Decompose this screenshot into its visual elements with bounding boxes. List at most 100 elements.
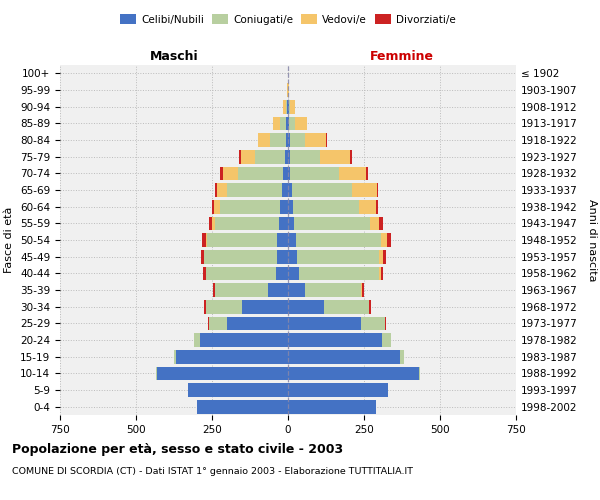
Bar	[339, 166, 367, 180]
Bar	[215, 183, 217, 197]
Bar	[288, 233, 296, 247]
Bar	[288, 333, 382, 347]
Bar	[242, 300, 288, 314]
Bar	[208, 316, 209, 330]
Bar	[290, 166, 339, 180]
Bar	[239, 150, 241, 164]
Bar	[201, 250, 204, 264]
Bar	[305, 283, 361, 297]
Bar	[293, 200, 359, 213]
Bar	[419, 366, 420, 380]
Bar	[206, 266, 276, 280]
Bar	[296, 233, 381, 247]
Bar	[288, 300, 325, 314]
Bar	[288, 116, 289, 130]
Bar	[288, 250, 297, 264]
Bar	[227, 183, 282, 197]
Bar	[320, 150, 350, 164]
Bar	[209, 316, 227, 330]
Bar	[212, 200, 214, 213]
Bar	[286, 116, 288, 130]
Bar	[279, 216, 288, 230]
Bar	[268, 283, 288, 297]
Bar	[254, 150, 285, 164]
Bar	[238, 166, 283, 180]
Bar	[215, 216, 279, 230]
Bar	[294, 216, 370, 230]
Bar	[288, 350, 400, 364]
Bar	[220, 166, 223, 180]
Bar	[288, 216, 294, 230]
Bar	[203, 266, 206, 280]
Bar	[381, 266, 383, 280]
Text: Maschi: Maschi	[149, 50, 199, 62]
Bar	[361, 283, 362, 297]
Bar	[361, 316, 385, 330]
Bar	[325, 300, 368, 314]
Bar	[276, 266, 288, 280]
Bar	[367, 166, 368, 180]
Bar	[208, 233, 277, 247]
Bar	[286, 133, 288, 147]
Bar	[288, 316, 361, 330]
Bar	[288, 183, 292, 197]
Bar	[289, 116, 295, 130]
Bar	[383, 250, 386, 264]
Bar	[202, 233, 206, 247]
Bar	[305, 133, 326, 147]
Bar	[350, 150, 352, 164]
Legend: Celibi/Nubili, Coniugati/e, Vedovi/e, Divorziati/e: Celibi/Nubili, Coniugati/e, Vedovi/e, Di…	[116, 10, 460, 29]
Bar	[288, 383, 388, 397]
Bar	[288, 200, 293, 213]
Bar	[368, 300, 369, 314]
Bar	[295, 116, 307, 130]
Bar	[212, 283, 215, 297]
Bar	[209, 216, 212, 230]
Bar	[287, 100, 288, 114]
Bar	[287, 83, 288, 97]
Bar	[205, 250, 277, 264]
Bar	[385, 316, 386, 330]
Bar	[282, 183, 288, 197]
Bar	[387, 233, 391, 247]
Bar	[288, 133, 290, 147]
Bar	[204, 250, 205, 264]
Bar	[277, 233, 288, 247]
Bar	[273, 116, 280, 130]
Bar	[156, 366, 157, 380]
Bar	[257, 133, 258, 147]
Bar	[283, 166, 288, 180]
Bar	[200, 333, 288, 347]
Bar	[379, 250, 383, 264]
Bar	[157, 366, 288, 380]
Bar	[280, 116, 286, 130]
Text: COMUNE DI SCORDIA (CT) - Dati ISTAT 1° gennaio 2003 - Elaborazione TUTTITALIA.IT: COMUNE DI SCORDIA (CT) - Dati ISTAT 1° g…	[12, 468, 413, 476]
Bar	[288, 150, 290, 164]
Bar	[362, 283, 364, 297]
Bar	[283, 100, 286, 114]
Bar	[288, 400, 376, 413]
Bar	[379, 216, 383, 230]
Bar	[370, 216, 379, 230]
Bar	[280, 200, 288, 213]
Bar	[220, 200, 280, 213]
Bar	[288, 283, 305, 297]
Bar	[381, 233, 387, 247]
Bar	[297, 250, 379, 264]
Bar	[194, 333, 200, 347]
Bar	[188, 383, 288, 397]
Bar	[214, 200, 220, 213]
Bar	[288, 266, 299, 280]
Bar	[359, 200, 376, 213]
Bar	[223, 166, 238, 180]
Bar	[258, 133, 271, 147]
Bar	[286, 100, 287, 114]
Bar	[376, 200, 377, 213]
Bar	[288, 100, 289, 114]
Bar	[290, 150, 320, 164]
Bar	[174, 350, 176, 364]
Bar	[205, 300, 206, 314]
Bar	[299, 266, 379, 280]
Bar	[288, 366, 419, 380]
Text: Femmine: Femmine	[370, 50, 434, 62]
